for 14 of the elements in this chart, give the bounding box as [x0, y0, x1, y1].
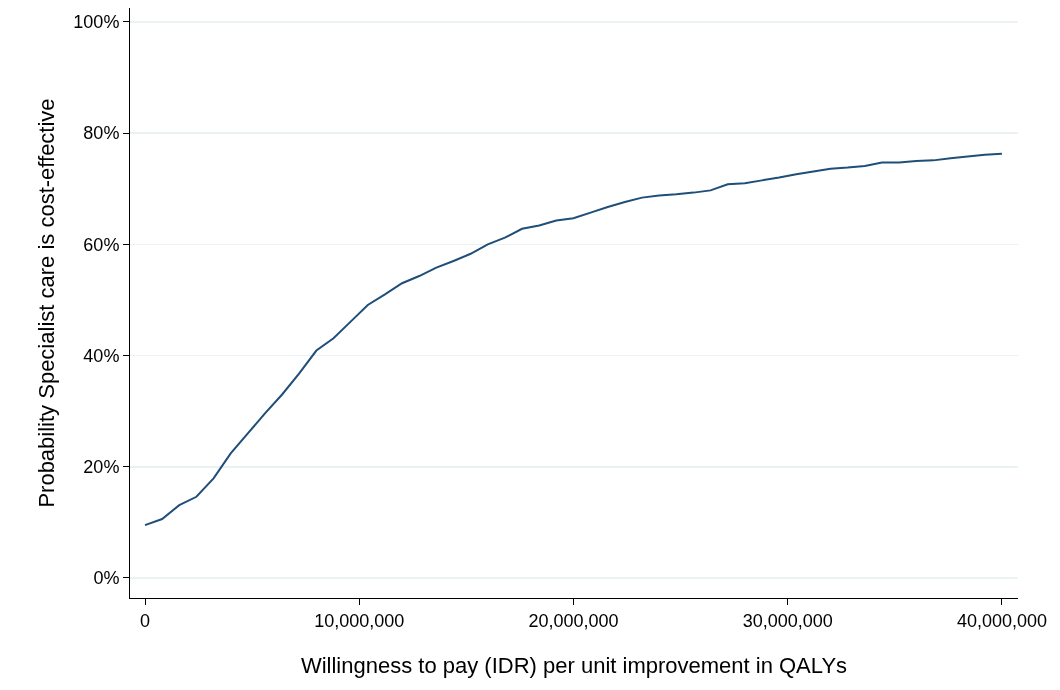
- y-tick-label: 60%: [83, 234, 120, 255]
- x-tick-label: 30,000,000: [742, 610, 833, 631]
- y-tick-label: 80%: [83, 123, 120, 144]
- x-tick-label: 40,000,000: [956, 610, 1047, 631]
- x-tick-label: 20,000,000: [528, 610, 619, 631]
- y-tick-label: 0%: [93, 568, 120, 589]
- y-tick-label: 20%: [83, 457, 120, 478]
- x-axis-title: Willingness to pay (IDR) per unit improvement in QALYs: [300, 653, 848, 679]
- y-tick-label: 40%: [83, 345, 120, 366]
- line-series: [144, 152, 1003, 527]
- x-tick-label: 0: [139, 610, 151, 631]
- x-tick-label: 10,000,000: [314, 610, 405, 631]
- y-tick-label: 100%: [73, 12, 120, 33]
- y-axis-title: Probability Specialist care is cost-effective: [34, 98, 60, 508]
